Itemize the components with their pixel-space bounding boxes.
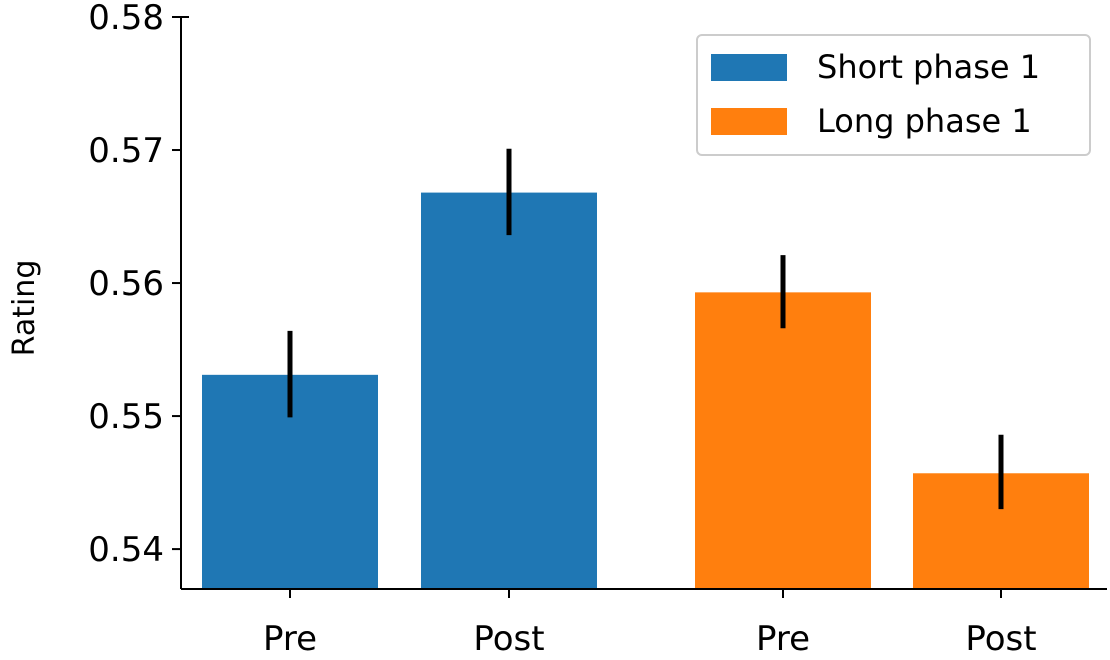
bar-long-phase-1-pre [695,292,871,589]
y-tick-label: 0.56 [88,264,164,304]
y-tick-label: 0.57 [88,131,164,171]
x-tick-label: Post [965,619,1036,659]
y-axis-title: Rating [7,260,42,357]
x-tick-label: Pre [756,619,810,659]
legend-label-long-phase-1: Long phase 1 [817,102,1032,140]
y-tick-label: 0.54 [88,530,164,570]
x-tick-label: Pre [263,619,317,659]
legend-box [696,34,1091,156]
bar-short-phase-1-post [421,192,597,589]
legend-label-short-phase-1: Short phase 1 [817,48,1040,86]
legend-swatch-long-phase-1 [711,108,787,135]
x-tick-label: Post [473,619,544,659]
y-tick-label: 0.55 [88,397,164,437]
y-tick-label: 0.58 [88,0,164,38]
legend-swatch-short-phase-1 [711,54,787,81]
